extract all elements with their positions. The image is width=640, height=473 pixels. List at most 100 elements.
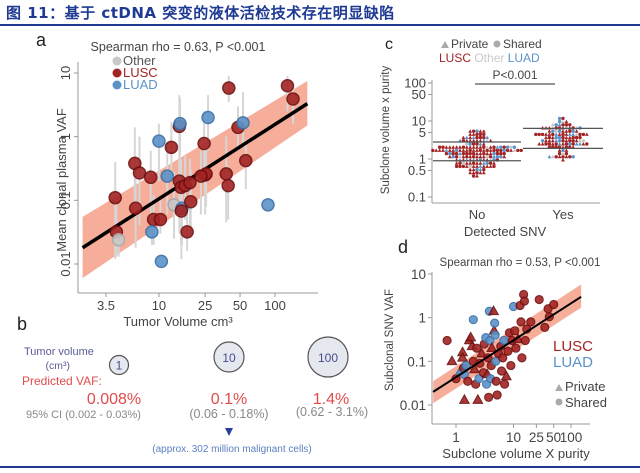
point-luad-shared bbox=[485, 161, 489, 165]
quartile-lines bbox=[433, 127, 603, 162]
point-lusc-shared bbox=[437, 145, 442, 149]
point-lusc-private bbox=[544, 126, 548, 130]
point-lusc-private bbox=[451, 145, 456, 149]
point-other-private bbox=[578, 138, 582, 143]
category-label-no: No bbox=[469, 207, 486, 222]
point-luad-shared bbox=[454, 148, 459, 153]
point-lusc-shared bbox=[492, 148, 496, 153]
point-lusc-shared bbox=[475, 142, 479, 146]
point-lusc-shared bbox=[458, 164, 462, 169]
y-tick-label: 0.1 bbox=[58, 191, 73, 209]
point-lusc-private bbox=[500, 370, 512, 381]
point-lusc-shared bbox=[488, 161, 493, 165]
point-luad-shared bbox=[499, 145, 503, 149]
point-lusc-shared bbox=[471, 161, 476, 165]
point-luad bbox=[154, 254, 169, 269]
point-lusc-shared bbox=[484, 392, 494, 402]
point-lusc-private bbox=[574, 129, 579, 133]
point-lusc-private bbox=[447, 148, 452, 152]
point-lusc-private bbox=[574, 138, 579, 143]
point-luad-shared bbox=[557, 139, 562, 143]
point-lusc bbox=[132, 166, 147, 180]
point-lusc-shared bbox=[451, 151, 455, 156]
point-lusc-private bbox=[471, 132, 476, 136]
point-lusc-shared bbox=[465, 155, 469, 159]
point-lusc-private bbox=[509, 148, 513, 152]
point-lusc-shared bbox=[517, 353, 527, 363]
point-luad-shared bbox=[557, 116, 562, 121]
point-lusc-shared bbox=[519, 296, 530, 306]
figure-title: 图 11：基于 ctDNA 突变的液体活检技术存在明显缺陷 bbox=[6, 4, 395, 22]
point-lusc-private bbox=[456, 351, 469, 362]
point-lusc-shared bbox=[549, 299, 559, 310]
point-luad-private bbox=[574, 142, 579, 146]
x-tick-label: 1 bbox=[452, 430, 460, 445]
fit-line bbox=[432, 295, 582, 393]
point-lusc-private bbox=[561, 129, 565, 133]
point-lusc-private bbox=[468, 135, 473, 140]
volume-circle-1: 1 bbox=[108, 354, 130, 376]
point-lusc-private bbox=[478, 154, 483, 159]
point-lusc-shared bbox=[482, 151, 486, 156]
point-lusc-private bbox=[561, 126, 565, 130]
point-other-private bbox=[512, 148, 517, 152]
point-lusc-private bbox=[458, 145, 462, 149]
point-lusc-private bbox=[544, 135, 548, 140]
tumor-volume-label: Tumor volume bbox=[24, 346, 94, 358]
legend-label-lusc: LUSC bbox=[439, 51, 471, 65]
point-lusc-private bbox=[564, 119, 569, 124]
point-lusc-shared bbox=[581, 132, 586, 137]
point-luad-private bbox=[554, 138, 559, 143]
point-lusc-shared bbox=[444, 151, 449, 156]
point-lusc-shared bbox=[442, 335, 452, 346]
legend-label-other: Other bbox=[471, 51, 504, 65]
point-lusc-private bbox=[481, 154, 486, 159]
y-tick-label: 1 bbox=[418, 311, 426, 326]
point-lusc-private bbox=[488, 151, 493, 156]
point-other-shared bbox=[554, 129, 558, 133]
point-lusc-shared bbox=[485, 148, 489, 153]
point-lusc-shared bbox=[431, 148, 435, 153]
x-tick-label: 10 bbox=[152, 298, 166, 313]
legend-label-other: Other bbox=[123, 53, 156, 68]
point-lusc-shared bbox=[585, 142, 589, 146]
point-lusc-private bbox=[481, 164, 486, 168]
point-lusc-private bbox=[547, 129, 552, 133]
point-lusc-private bbox=[461, 148, 466, 152]
point-luad bbox=[145, 225, 159, 239]
data-points bbox=[108, 79, 300, 269]
point-lusc-shared bbox=[471, 129, 476, 133]
point-lusc-private bbox=[550, 135, 555, 140]
point-lusc-private bbox=[471, 170, 476, 175]
point-lusc-shared bbox=[505, 148, 510, 153]
point-lusc-shared bbox=[564, 123, 569, 127]
point-lusc-private bbox=[547, 132, 552, 136]
y-axis-label: Subclonal SNV VAF bbox=[384, 289, 396, 391]
point-lusc bbox=[286, 92, 300, 106]
point-lusc bbox=[221, 178, 235, 193]
point-lusc-shared bbox=[482, 145, 486, 149]
point-luad bbox=[201, 110, 215, 125]
legend-label-shared: Shared bbox=[565, 395, 607, 410]
point-luad-shared bbox=[499, 335, 509, 346]
point-other bbox=[111, 233, 126, 247]
point-luad-shared bbox=[540, 139, 545, 143]
point-luad-shared bbox=[502, 148, 506, 153]
point-lusc-private bbox=[468, 129, 473, 133]
point-luad-shared bbox=[561, 148, 565, 153]
y-tick-label: 0.01 bbox=[58, 251, 73, 276]
point-lusc-private bbox=[475, 154, 479, 159]
x-tick-label: 50 bbox=[233, 298, 247, 313]
point-lusc-private bbox=[481, 170, 486, 175]
legend-triangle-icon bbox=[555, 384, 563, 391]
point-lusc-shared bbox=[568, 139, 572, 143]
point-lusc-shared bbox=[468, 148, 472, 153]
point-lusc bbox=[183, 175, 197, 190]
legend-label-lusc: LUSC bbox=[123, 65, 158, 80]
point-luad-private bbox=[578, 142, 582, 146]
point-lusc-shared bbox=[564, 151, 569, 156]
legend-groups: LUSC Other LUAD bbox=[439, 51, 540, 65]
panel-d-letter: d bbox=[398, 237, 408, 257]
y-tick-label: 0.1 bbox=[407, 354, 426, 369]
point-lusc-private bbox=[581, 142, 586, 146]
